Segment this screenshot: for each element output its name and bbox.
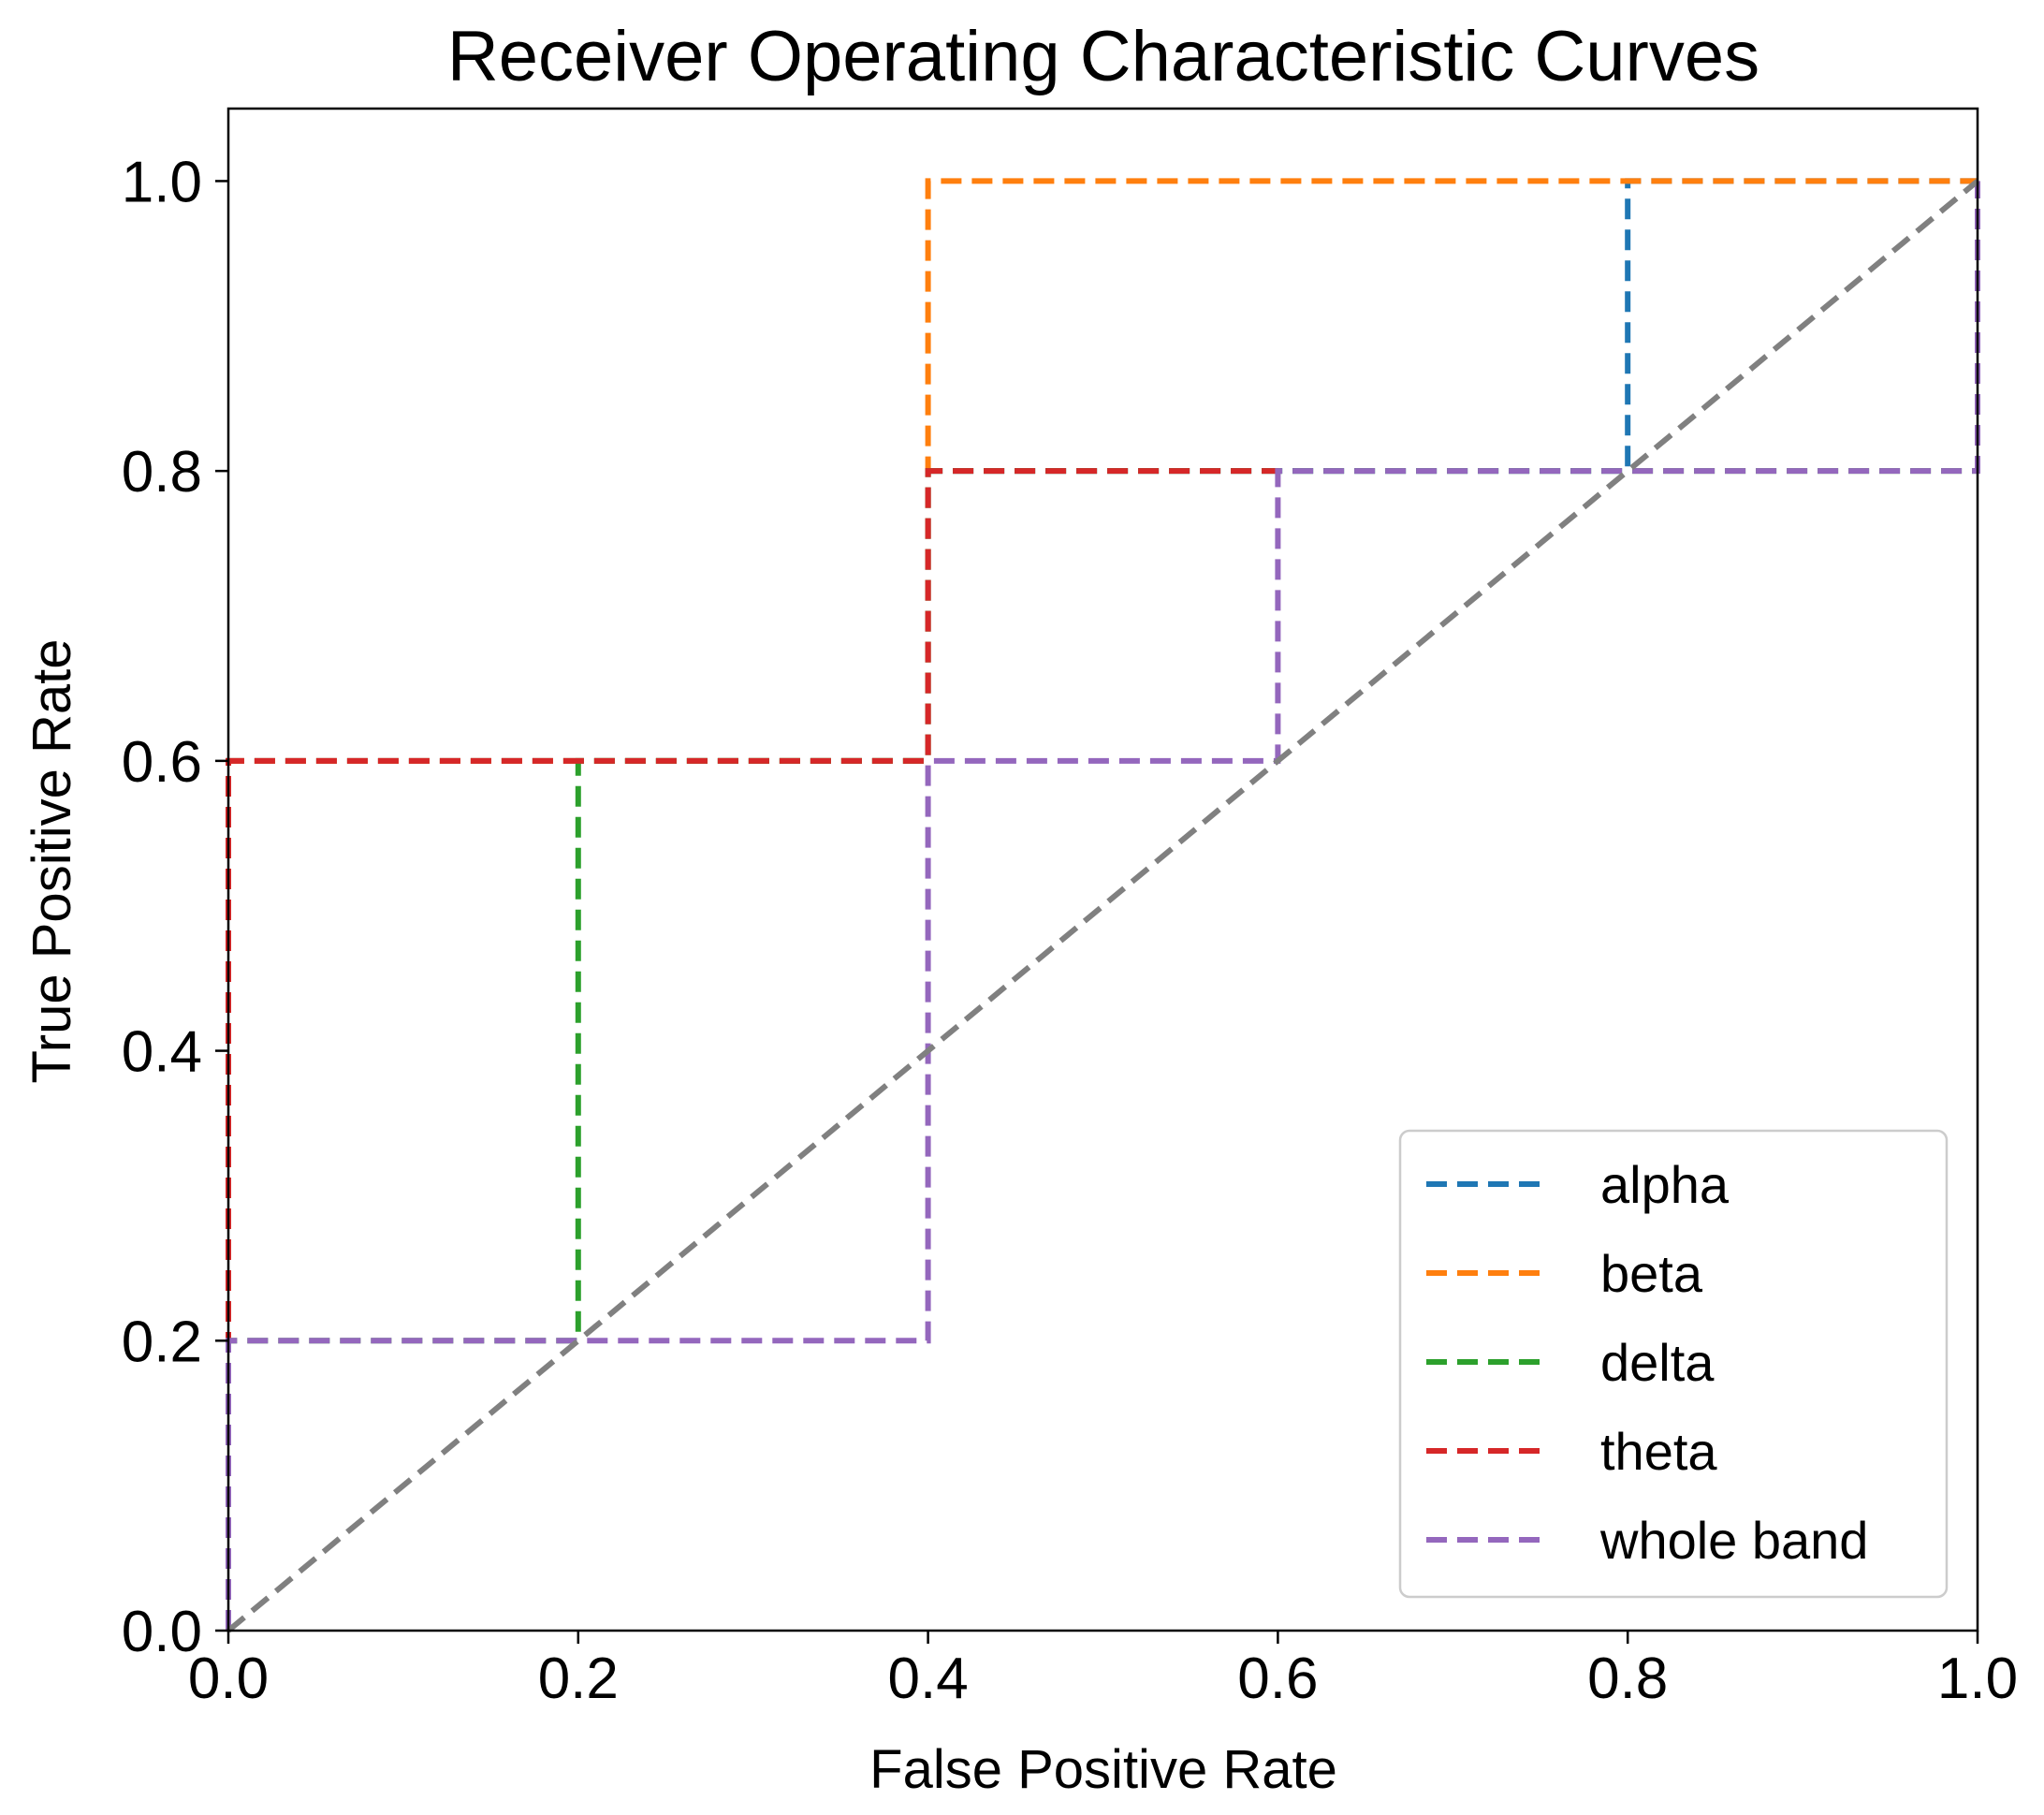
legend-label-theta: theta bbox=[1600, 1422, 1717, 1481]
y-tick-label: 0.4 bbox=[122, 1020, 202, 1085]
legend-label-delta: delta bbox=[1600, 1333, 1715, 1392]
series-line-theta bbox=[226, 468, 1278, 1631]
axes-layer: 0.0 0.2 0.4 0.6 0.8 1.0 0.0 0.2 0.4 0.6 0.8 1.0 bbox=[122, 107, 2018, 1711]
y-tick-label: 0.0 bbox=[122, 1600, 202, 1664]
x-axis-label: False Positive Rate bbox=[869, 1739, 1337, 1800]
plot-frame bbox=[226, 107, 1979, 1632]
legend-label-beta: beta bbox=[1600, 1244, 1703, 1303]
x-tick-label: 0.4 bbox=[887, 1647, 968, 1711]
legend: alpha beta delta theta whole band bbox=[1398, 1129, 1949, 1599]
y-tick-label: 0.2 bbox=[122, 1310, 202, 1374]
chart-title: Receiver Operating Characteristic Curves bbox=[447, 17, 1759, 96]
x-tick-label: 0.0 bbox=[188, 1647, 269, 1711]
reference-diagonal-line bbox=[226, 179, 1979, 1633]
x-tick-label: 0.6 bbox=[1237, 1647, 1318, 1711]
y-tick-label: 0.6 bbox=[122, 730, 202, 795]
x-tick-label: 1.0 bbox=[1937, 1647, 2018, 1711]
legend-label-whole-band: whole band bbox=[1599, 1511, 1868, 1570]
x-tick-label: 0.8 bbox=[1587, 1647, 1668, 1711]
legend-box bbox=[1398, 1129, 1949, 1599]
series-line-whole-band bbox=[226, 181, 1980, 1631]
y-axis-label: True Positive Rate bbox=[22, 639, 82, 1084]
legend-label-alpha: alpha bbox=[1600, 1155, 1730, 1214]
y-tick-label: 1.0 bbox=[122, 150, 202, 214]
y-tick-label: 0.8 bbox=[122, 440, 202, 505]
x-tick-label: 0.2 bbox=[538, 1647, 619, 1711]
